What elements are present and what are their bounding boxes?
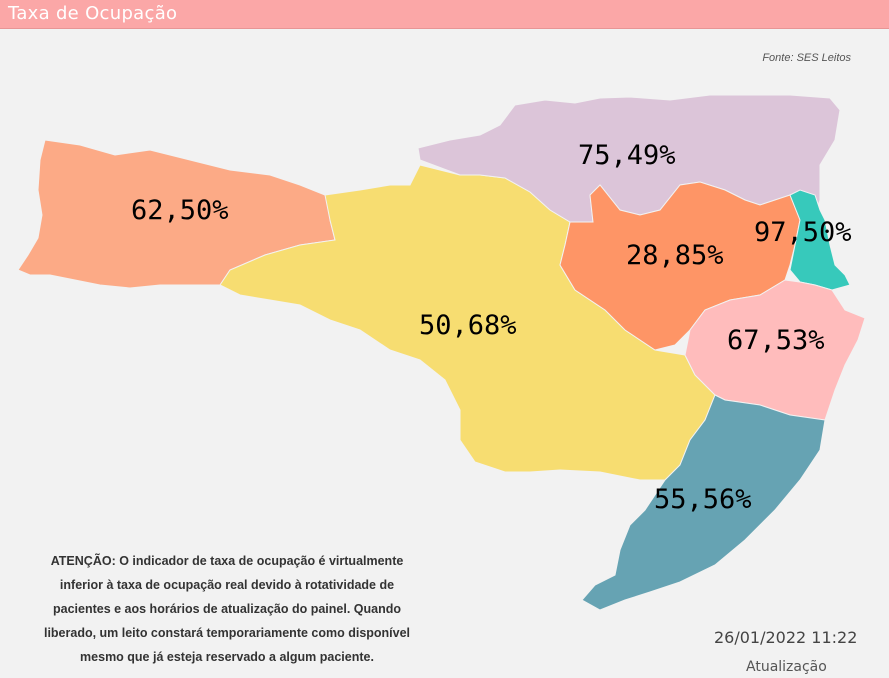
region-label-extremo-sul: 55,56% [654, 484, 752, 515]
region-label-meio-oeste: 50,68% [419, 310, 517, 341]
region-label-sul: 67,53% [727, 325, 825, 356]
title-bar: Taxa de Ocupação [0, 0, 889, 29]
notice-line: mesmo que já esteja reservado a algum pa… [80, 650, 374, 664]
update-datetime: 26/01/2022 11:22 [714, 628, 858, 647]
region-label-norte: 75,49% [578, 140, 676, 171]
region-label-grande-florianopolis: 97,50% [754, 217, 852, 248]
source-note: Fonte: SES Leitos [762, 52, 851, 64]
notice-line: ATENÇÃO: O indicador de taxa de ocupação… [50, 554, 404, 568]
region-label-oeste: 62,50% [131, 195, 229, 226]
region-vale-itajai[interactable] [559, 181, 801, 351]
page-title: Taxa de Ocupação [8, 3, 178, 24]
region-grande-florianopolis[interactable] [789, 189, 851, 291]
notice-line: inferior à taxa de ocupação real devido … [59, 578, 395, 592]
occupancy-notice: ATENÇÃO: O indicador de taxa de ocupação… [10, 549, 444, 669]
region-extremo-sul[interactable] [581, 394, 826, 611]
notice-line: pacientes e aos horários de atualização … [52, 602, 401, 616]
region-label-vale-itajai: 28,85% [626, 240, 724, 271]
region-sul[interactable] [684, 279, 866, 421]
notice-line: liberado, um leito constará temporariame… [43, 626, 411, 640]
update-label: Atualização [746, 659, 827, 675]
